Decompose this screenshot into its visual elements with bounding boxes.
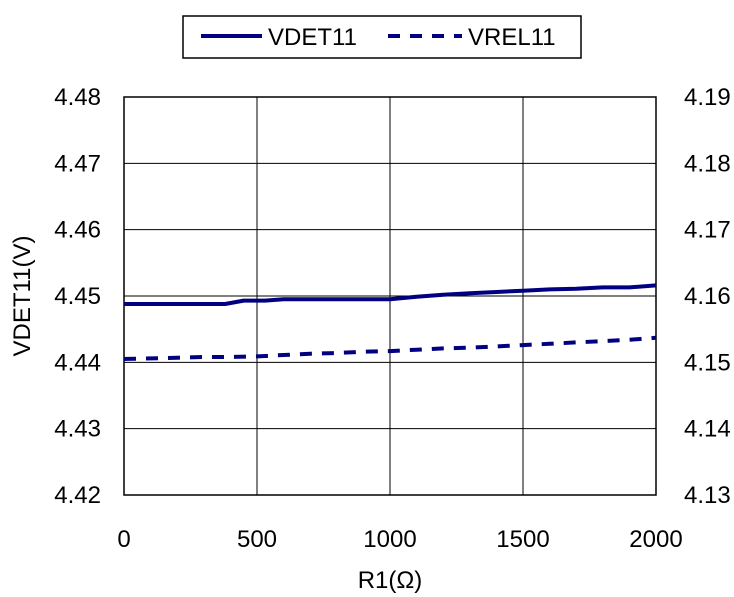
x-tick-label: 500 <box>237 526 277 553</box>
y-tick-label: 4.42 <box>54 482 101 509</box>
x-tick-label: 1500 <box>496 526 549 553</box>
grid <box>124 97 656 495</box>
series-line-vrel11 <box>123 335 657 361</box>
y2-tick-label: 4.19 <box>684 84 731 111</box>
x-axis-title: R1(Ω) <box>358 567 423 594</box>
series-line-vdet11 <box>124 283 657 306</box>
y2-tick-label: 4.16 <box>684 283 731 310</box>
x-tick-label: 2000 <box>629 526 682 553</box>
x-tick-label: 1000 <box>363 526 416 553</box>
legend-label-vdet11: VDET11 <box>268 24 357 51</box>
series-layer <box>123 283 657 361</box>
y-tick-label: 4.45 <box>54 283 101 310</box>
tick-labels: 4.42 4.13 4.43 4.14 4.44 4.15 4.45 4.16 4.46 4.17… <box>54 84 730 553</box>
y-tick-label: 4.46 <box>54 217 101 244</box>
plot-frame <box>123 96 657 496</box>
y2-tick-label: 4.17 <box>684 217 731 244</box>
y-tick-label: 4.44 <box>54 349 101 376</box>
y-tick-label: 4.47 <box>54 150 101 177</box>
y-tick-label: 4.48 <box>54 84 101 111</box>
y2-tick-label: 4.13 <box>684 482 731 509</box>
y2-tick-label: 4.18 <box>684 150 731 177</box>
y-tick-label: 4.43 <box>54 416 101 443</box>
y2-tick-label: 4.15 <box>684 349 731 376</box>
y2-tick-label: 4.14 <box>684 416 731 443</box>
legend: VDET11 VREL11 <box>182 15 582 59</box>
plot-area <box>123 96 657 496</box>
legend-label-vrel11: VREL11 <box>468 24 556 51</box>
y-axis-title: VDET11(V) <box>9 236 36 357</box>
x-tick-label: 0 <box>117 526 130 553</box>
